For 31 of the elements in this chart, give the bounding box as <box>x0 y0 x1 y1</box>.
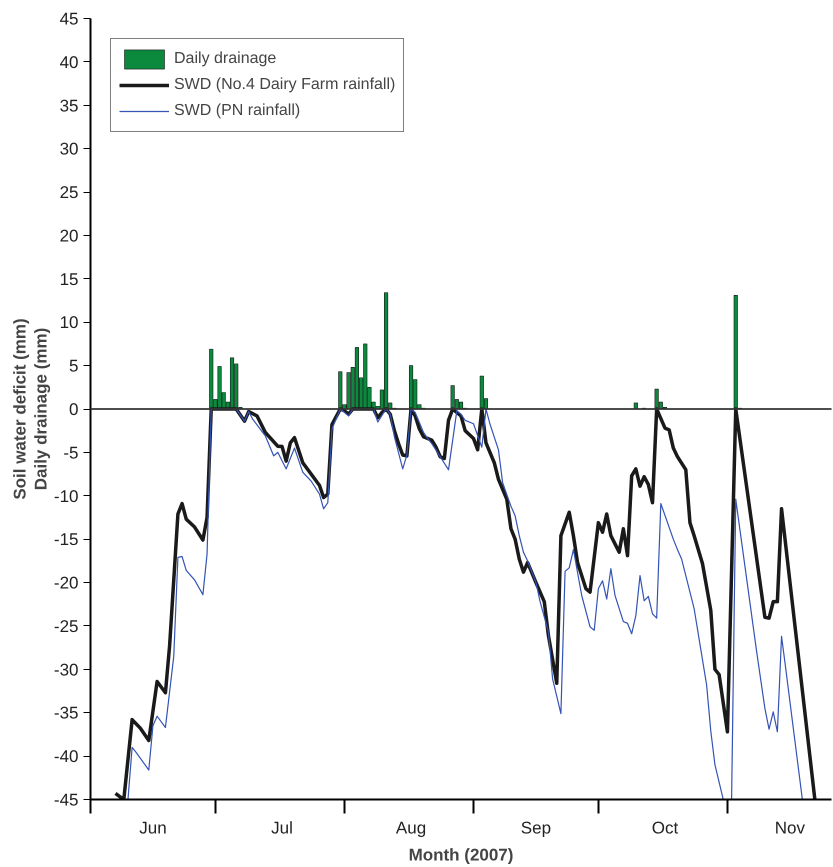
x-tick-label: Jun <box>139 818 167 838</box>
y-tick-label: -35 <box>54 704 79 723</box>
y-tick-label: -20 <box>54 574 79 593</box>
legend-label: SWD (PN rainfall) <box>174 102 300 120</box>
y-tick-label: 5 <box>69 356 79 376</box>
x-tick-label: Jul <box>271 818 293 838</box>
y-tick-label: 25 <box>60 183 79 202</box>
y-tick-label: 15 <box>60 270 79 289</box>
y-tick-label: -5 <box>63 443 79 462</box>
y-tick-label: 0 <box>69 400 79 419</box>
y-tick-label: -10 <box>54 486 79 506</box>
y-tick-label: -15 <box>54 530 79 550</box>
y-tick-label: -30 <box>54 660 79 680</box>
x-tick-label: Nov <box>774 818 806 838</box>
y-tick-label: -40 <box>54 747 79 766</box>
x-axis-title: Month (2007) <box>408 846 514 864</box>
y-tick-label: -45 <box>54 790 79 810</box>
legend-label: Daily drainage <box>174 50 276 68</box>
y-tick-label: -25 <box>54 616 79 636</box>
y-tick-label: 10 <box>60 313 79 332</box>
y-tick-label: 20 <box>60 226 79 246</box>
text: Soil water deficit (mm) <box>10 318 30 500</box>
y-tick-label: 35 <box>60 96 79 116</box>
y-tick-label: 30 <box>60 140 79 159</box>
x-tick-label: Sep <box>520 818 552 838</box>
x-tick-label: Oct <box>652 818 678 838</box>
x-tick-label: Aug <box>396 818 426 838</box>
text: Daily drainage (mm) <box>32 328 50 490</box>
legend-label: SWD (No.4 Dairy Farm rainfall) <box>174 76 396 94</box>
y-tick-label: 45 <box>60 10 79 28</box>
y-tick-label: 40 <box>60 52 79 72</box>
